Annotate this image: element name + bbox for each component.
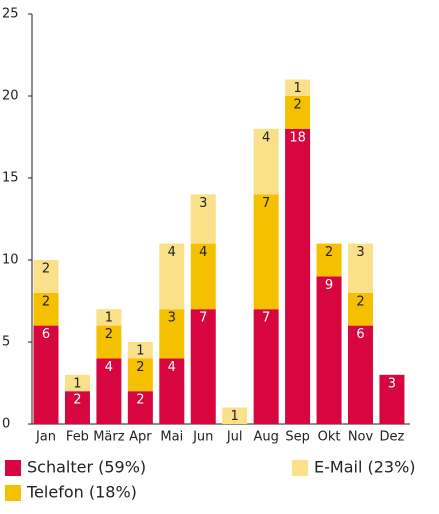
bar-segment xyxy=(190,194,216,244)
y-tick-label: 25 xyxy=(2,7,19,22)
bar-segment xyxy=(316,243,342,277)
value-label: 6 xyxy=(356,327,364,342)
value-label: 1 xyxy=(231,409,239,424)
value-label: 18 xyxy=(289,130,306,145)
legend-swatch xyxy=(5,460,21,476)
y-tick-label: 5 xyxy=(2,335,10,350)
bar-segment xyxy=(379,374,405,424)
value-label: 1 xyxy=(293,81,301,96)
bar-segment xyxy=(159,358,185,424)
bar-segment xyxy=(348,292,373,326)
value-label: 2 xyxy=(293,98,301,113)
value-label: 1 xyxy=(136,344,144,359)
bar-segment xyxy=(64,391,90,424)
bar-segment xyxy=(285,128,311,425)
x-tick-label: März xyxy=(93,430,125,445)
bar-segment xyxy=(253,194,279,310)
value-label: 4 xyxy=(262,130,270,145)
bar-segment xyxy=(285,79,311,96)
value-label: 3 xyxy=(168,311,176,326)
bar-segment xyxy=(316,276,342,424)
bar-segment xyxy=(348,325,373,424)
bar-segment xyxy=(159,309,185,359)
value-label: 1 xyxy=(73,376,81,391)
value-label: 7 xyxy=(262,311,270,326)
x-tick-label: Okt xyxy=(318,430,341,445)
y-tick-label: 15 xyxy=(2,171,19,186)
legend-label: Schalter (59%) xyxy=(27,458,146,477)
value-label: 9 xyxy=(325,278,333,293)
value-label: 4 xyxy=(105,360,113,375)
value-label: 2 xyxy=(105,327,113,342)
bar-segment xyxy=(96,309,122,326)
bar-segment xyxy=(127,391,153,424)
bar-segment xyxy=(33,292,59,326)
value-label: 4 xyxy=(168,245,176,260)
bar-segment xyxy=(159,243,185,310)
x-tick-label: Jul xyxy=(226,430,243,445)
value-label: 6 xyxy=(42,327,50,342)
y-tick-label: 0 xyxy=(2,417,10,432)
bar-segment xyxy=(127,358,153,392)
x-tick-label: Mai xyxy=(160,430,183,445)
bar-segment xyxy=(96,358,122,424)
value-label: 4 xyxy=(168,360,176,375)
x-tick-label: Jun xyxy=(192,430,213,445)
bar-segment xyxy=(285,96,311,129)
x-tick-label: Dez xyxy=(380,430,405,445)
value-label: 7 xyxy=(262,196,270,211)
bar-segment xyxy=(253,309,279,424)
legend-swatch xyxy=(5,485,21,501)
bar-segment xyxy=(33,325,59,424)
value-label: 2 xyxy=(136,393,144,408)
y-tick-label: 10 xyxy=(2,253,19,268)
bar-segment xyxy=(190,243,216,310)
bar-segment xyxy=(96,325,122,359)
x-tick-label: Aug xyxy=(253,430,278,445)
legend-label: E-Mail (23%) xyxy=(314,458,416,477)
value-label: 2 xyxy=(73,393,81,408)
bar-segment xyxy=(190,309,216,424)
bar-segment xyxy=(222,407,248,424)
bar-segment xyxy=(64,374,90,392)
bar-segment xyxy=(127,342,153,359)
value-label: 3 xyxy=(388,376,396,391)
value-label: 1 xyxy=(105,311,113,326)
value-label: 2 xyxy=(42,294,50,309)
x-tick-label: Nov xyxy=(348,430,374,445)
y-tick-label: 20 xyxy=(2,89,19,104)
x-tick-label: Feb xyxy=(66,430,89,445)
bar-segment xyxy=(253,128,279,195)
x-tick-label: Jan xyxy=(35,430,56,445)
value-label: 2 xyxy=(356,294,364,309)
legend-label: Telefon (18%) xyxy=(26,483,137,502)
legend-swatch xyxy=(292,460,308,476)
bar-segment xyxy=(348,243,373,293)
value-label: 3 xyxy=(356,245,364,260)
value-label: 7 xyxy=(199,311,207,326)
value-label: 2 xyxy=(325,245,333,260)
value-label: 2 xyxy=(42,262,50,277)
x-tick-label: Sep xyxy=(285,430,310,445)
value-label: 4 xyxy=(199,245,207,260)
x-tick-label: Apr xyxy=(129,430,152,445)
value-label: 2 xyxy=(136,360,144,375)
bar-segment xyxy=(33,260,59,293)
value-label: 3 xyxy=(199,196,207,211)
